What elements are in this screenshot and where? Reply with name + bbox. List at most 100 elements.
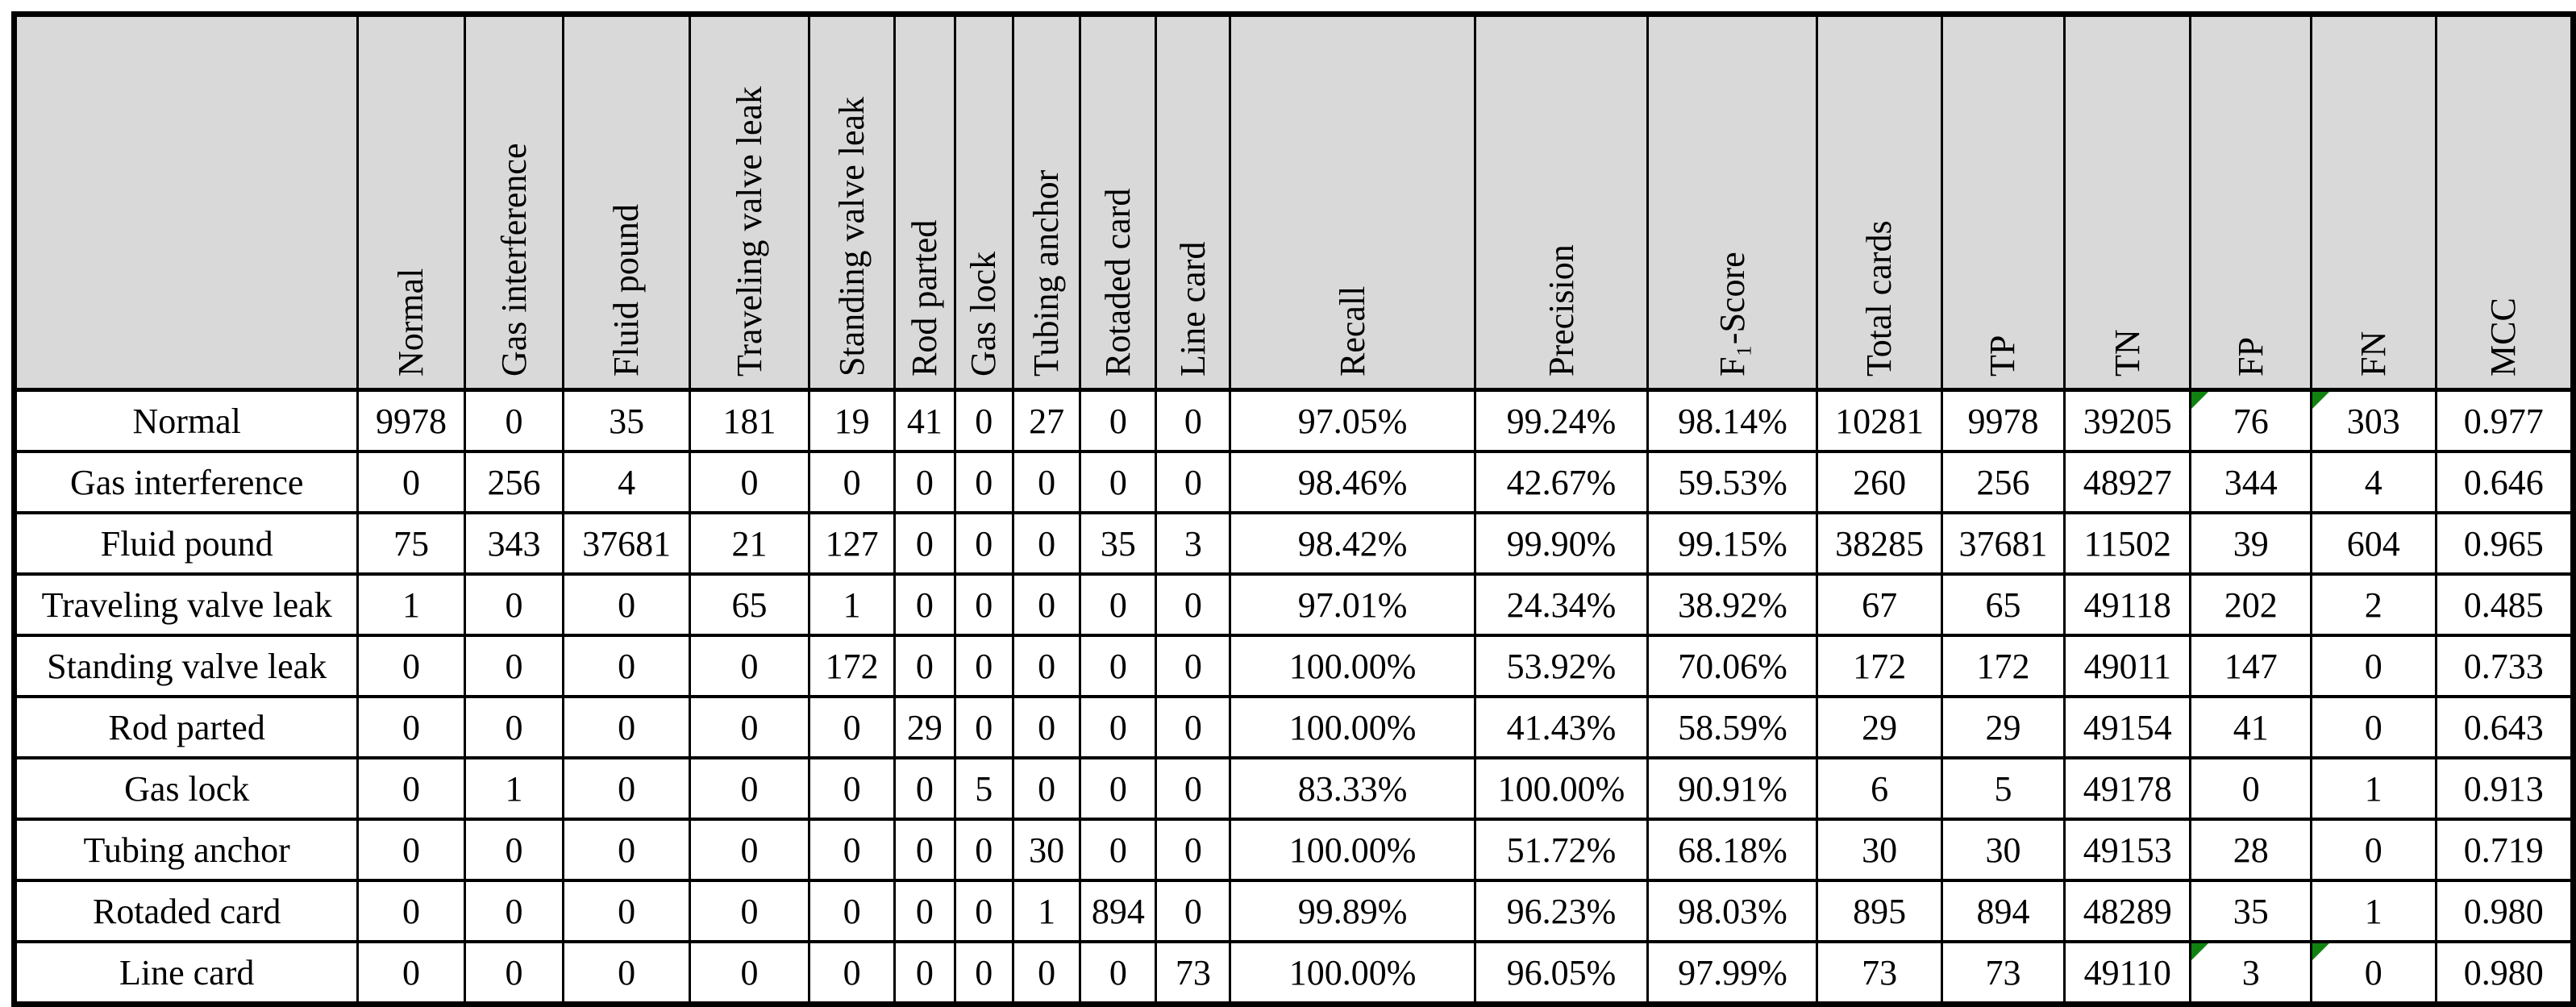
cell-value: 0 [740,646,759,686]
cell-value: 0 [402,891,420,931]
column-header-fluid-pound: Fluid pound [562,13,691,392]
column-header-rod-parted: Rod parted [893,13,956,392]
metric-cell: 51.72% [1473,818,1650,882]
cell-value: 343 [487,523,541,564]
metric-cell: 100.00% [1229,634,1476,698]
matrix-cell: 0 [463,879,565,943]
matrix-cell: 41 [893,388,956,453]
cell-value: 0 [2241,768,2260,809]
cell-value: 0 [975,462,993,502]
column-header-mcc: MCC [2434,13,2575,392]
cell-value: 24.34% [1506,585,1617,625]
cell-value: 38.92% [1678,585,1787,625]
matrix-cell: 0 [1079,572,1158,637]
cell-value: 19 [834,401,870,441]
cell-value: 0 [740,707,759,747]
matrix-cell: 0 [1011,940,1082,1006]
cell-value: 202 [2224,585,2278,625]
metric-cell: 97.05% [1229,388,1476,453]
metric-cell: 895 [1816,879,1943,943]
metric-cell: 53.92% [1473,634,1650,698]
column-header-label: Rod parted [904,219,944,377]
matrix-cell: 73 [1155,940,1232,1006]
column-header-label: FP [2230,337,2270,377]
column-header-tp: TP [1940,13,2066,392]
cell-value: 100.00% [1497,768,1625,809]
metric-cell: 58.59% [1646,695,1819,759]
matrix-cell: 0 [562,879,691,943]
metric-cell: 6 [1816,756,1943,821]
matrix-cell: 19 [808,388,896,453]
cell-value: 38285 [1835,523,1925,564]
matrix-cell: 0 [1079,940,1158,1006]
metric-cell: 1 [2310,756,2437,821]
cell-value: 0 [915,891,934,931]
matrix-cell: 0 [1079,695,1158,759]
metric-cell: 49153 [2063,818,2192,882]
cell-value: 172 [825,646,879,686]
matrix-cell: 1 [808,572,896,637]
column-header-tn: TN [2063,13,2192,392]
matrix-cell: 0 [562,695,691,759]
cell-value: 0 [2364,707,2382,747]
cell-value: 0 [975,891,993,931]
matrix-cell: 0 [808,818,896,882]
table-row-fluid-pound: Fluid pound 75 343 37681 21 127 0 0 0 35 3 98.42% 99… [12,511,2575,576]
cell-value: 96.05% [1506,952,1617,992]
metric-cell: 49178 [2063,756,2192,821]
cell-value: 0 [915,646,934,686]
matrix-cell: 37681 [562,511,691,576]
metric-cell: 59.53% [1646,450,1819,514]
column-header-label: Recall [1332,285,1372,377]
confusion-matrix-figure: Normal Gas interference Fluid pound Traveli… [11,11,2576,1007]
metric-cell: 48927 [2063,450,2192,514]
matrix-cell: 0 [356,879,466,943]
matrix-cell: 0 [562,818,691,882]
metric-cell: 48289 [2063,879,2192,943]
table-row-traveling-valve-leak: Traveling valve leak 1 0 0 65 1 0 0 0 0 0 97.01% 24.… [12,572,2575,637]
cell-value: 65 [1985,585,2021,625]
matrix-cell: 343 [463,511,565,576]
cell-value: 39 [2233,523,2269,564]
cell-value: 98.14% [1678,401,1787,441]
matrix-cell: 0 [463,818,565,882]
metric-cell: 99.89% [1229,879,1476,943]
metric-cell: 100.00% [1229,695,1476,759]
matrix-cell: 0 [953,818,1014,882]
column-header-f-score: F₁-Score [1646,13,1819,392]
matrix-cell: 0 [1155,756,1232,821]
column-header-label: TN [2107,329,2147,377]
metric-cell: 98.42% [1229,511,1476,576]
cell-value: 0 [1109,768,1127,809]
matrix-cell: 0 [953,450,1014,514]
cell-value: 0 [1038,952,1056,992]
matrix-cell: 0 [808,879,896,943]
metric-cell: 0.965 [2434,511,2575,576]
column-header-label: Line card [1172,241,1213,377]
cell-value: 0 [618,585,636,625]
matrix-cell: 0 [1079,818,1158,882]
header-row: Normal Gas interference Fluid pound Traveli… [12,13,2575,392]
metric-cell: 172 [1816,634,1943,698]
cell-value: 172 [1853,646,1907,686]
matrix-cell: 0 [953,572,1014,637]
matrix-cell: 0 [356,634,466,698]
cell-value: 10281 [1835,401,1925,441]
cell-value: 6 [1871,768,1889,809]
matrix-cell: 0 [893,450,956,514]
error-flag-icon [2192,944,2209,960]
matrix-cell: 0 [688,756,811,821]
metric-cell: 97.99% [1646,940,1819,1006]
metric-cell: 894 [1940,879,2066,943]
cell-value: 0 [975,830,993,870]
matrix-cell: 5 [953,756,1014,821]
cell-value: 0 [402,646,420,686]
matrix-cell: 0 [1079,756,1158,821]
cell-value: 0.643 [2463,707,2544,747]
table-row-rod-parted: Rod parted 0 0 0 0 0 29 0 0 0 0 100.00% 41.43% 58.59%… [12,695,2575,759]
matrix-cell: 0 [1155,818,1232,882]
cell-value: 0 [740,462,759,502]
metric-cell: 39 [2189,511,2313,576]
matrix-cell: 0 [356,818,466,882]
row-label: Line card [12,940,360,1006]
